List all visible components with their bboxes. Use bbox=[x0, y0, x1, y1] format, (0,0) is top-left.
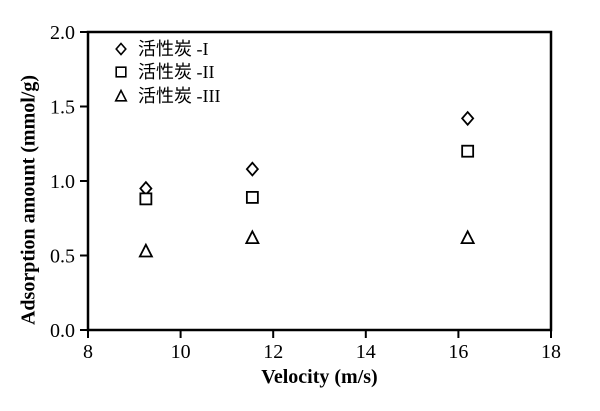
legend-square-glyph bbox=[115, 66, 127, 78]
y-tick-label: 0.5 bbox=[50, 246, 75, 268]
data-point-triangle bbox=[244, 229, 260, 245]
legend-diamond-glyph bbox=[115, 42, 127, 56]
x-tick-label: 18 bbox=[541, 341, 561, 363]
data-point-diamond bbox=[245, 161, 260, 177]
legend: 活性炭 -I 活性炭 -II 活性炭 -III bbox=[111, 37, 220, 108]
y-tick-label: 1.0 bbox=[50, 171, 75, 193]
x-tick-label: 16 bbox=[448, 341, 468, 363]
square-marker-icon bbox=[115, 66, 127, 78]
legend-label-series-1: 活性炭 -I bbox=[138, 38, 209, 59]
y-tick-label: 0.0 bbox=[50, 320, 75, 342]
legend-triangle-glyph bbox=[114, 88, 128, 102]
x-tick-label: 8 bbox=[83, 341, 93, 363]
data-point-square bbox=[461, 144, 475, 158]
data-point-triangle bbox=[460, 229, 476, 245]
x-tick-label: 14 bbox=[356, 341, 376, 363]
legend-label-series-3: 活性炭 -III bbox=[138, 85, 221, 106]
data-point-diamond bbox=[460, 110, 475, 127]
triangle-marker-icon bbox=[114, 88, 128, 102]
legend-item-series-3: 活性炭 -III bbox=[111, 84, 220, 108]
plot-area-border bbox=[86, 30, 553, 332]
y-tick-label: 2.0 bbox=[50, 22, 75, 44]
x-axis-title: Velocity (m/s) bbox=[261, 366, 378, 388]
legend-label-series-2: 活性炭 -II bbox=[138, 62, 215, 83]
y-axis-title: Adsorption amount (mmol/g) bbox=[17, 74, 40, 326]
legend-item-series-2: 活性炭 -II bbox=[111, 61, 220, 85]
data-point-triangle bbox=[138, 242, 154, 258]
diamond-marker-icon bbox=[115, 42, 127, 56]
x-tick-label: 12 bbox=[263, 341, 283, 363]
legend-item-series-1: 活性炭 -I bbox=[111, 37, 220, 61]
data-point-square bbox=[245, 190, 259, 204]
x-tick-label: 10 bbox=[171, 341, 191, 363]
data-point-square bbox=[139, 192, 153, 206]
y-tick-label: 1.5 bbox=[50, 97, 75, 119]
